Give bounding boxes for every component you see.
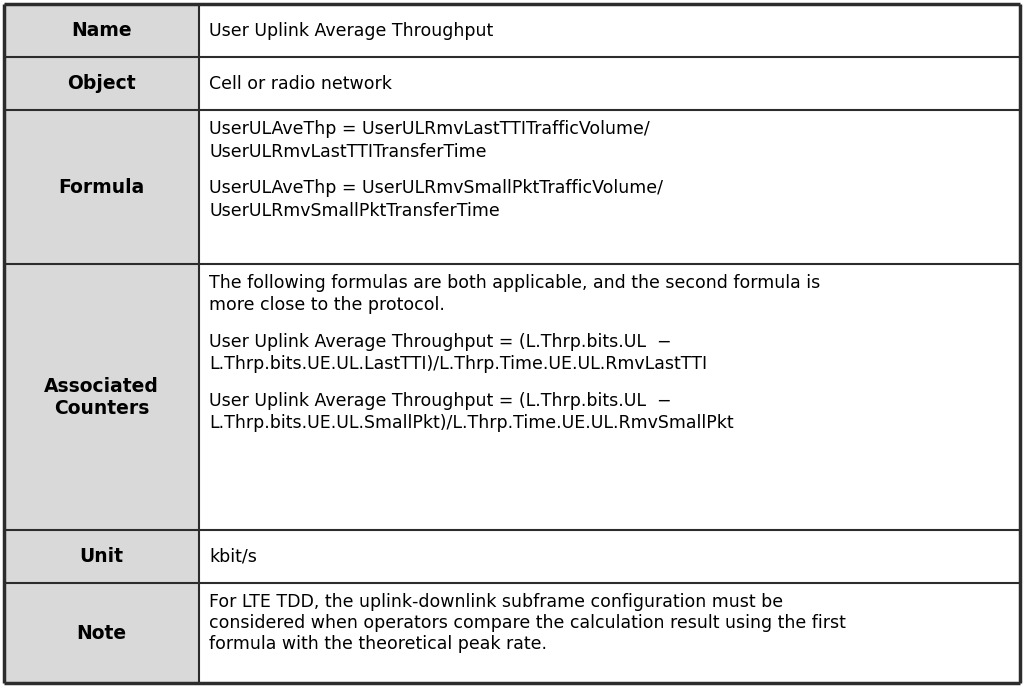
Text: The following formulas are both applicable, and the second formula is
more close: The following formulas are both applicab… xyxy=(209,274,820,315)
Text: Cell or radio network: Cell or radio network xyxy=(209,75,392,93)
Text: User Uplink Average Throughput = (L.Thrp.bits.UL  −
L.Thrp.bits.UE.UL.LastTTI)/L: User Uplink Average Throughput = (L.Thrp… xyxy=(209,333,708,374)
Text: Unit: Unit xyxy=(80,547,124,566)
Text: Associated
Counters: Associated Counters xyxy=(44,376,159,418)
Text: User Uplink Average Throughput = (L.Thrp.bits.UL  −
L.Thrp.bits.UE.UL.SmallPkt)/: User Uplink Average Throughput = (L.Thrp… xyxy=(209,392,734,433)
Bar xyxy=(4,530,199,583)
Bar xyxy=(4,4,199,57)
Text: kbit/s: kbit/s xyxy=(209,548,257,565)
Text: Formula: Formula xyxy=(58,178,144,196)
Bar xyxy=(199,264,1020,530)
Bar xyxy=(4,583,199,683)
Text: User Uplink Average Throughput: User Uplink Average Throughput xyxy=(209,21,494,40)
Text: UserULAveThp = UserULRmvLastTTITrafficVolume/
UserULRmvLastTTITransferTime: UserULAveThp = UserULRmvLastTTITrafficVo… xyxy=(209,120,650,161)
Bar xyxy=(199,111,1020,264)
Bar xyxy=(199,57,1020,111)
Text: For LTE TDD, the uplink-downlink subframe configuration must be
considered when : For LTE TDD, the uplink-downlink subfram… xyxy=(209,593,846,653)
Text: Name: Name xyxy=(72,21,132,40)
Bar xyxy=(199,530,1020,583)
Text: UserULAveThp = UserULRmvSmallPktTrafficVolume/
UserULRmvSmallPktTransferTime: UserULAveThp = UserULRmvSmallPktTrafficV… xyxy=(209,179,664,220)
Bar xyxy=(199,583,1020,683)
Bar xyxy=(4,57,199,111)
Bar xyxy=(199,4,1020,57)
Bar xyxy=(4,111,199,264)
Text: Object: Object xyxy=(68,74,136,93)
Text: Note: Note xyxy=(77,624,127,642)
Bar xyxy=(4,264,199,530)
